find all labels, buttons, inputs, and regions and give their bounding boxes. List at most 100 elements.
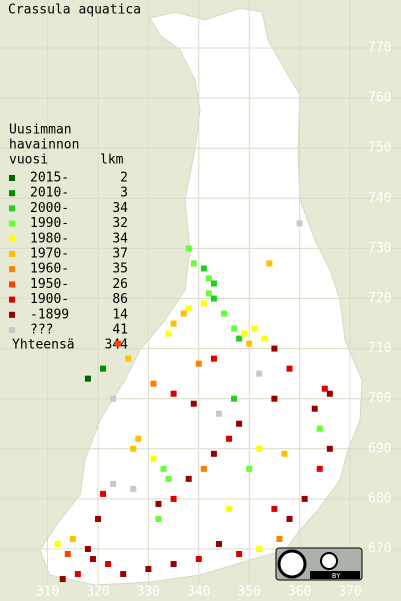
legend-count: 32 <box>112 216 128 231</box>
legend-label: 1980- <box>30 231 69 246</box>
x-tick-label: 370 <box>338 585 361 600</box>
y-tick-label: 690 <box>368 441 391 456</box>
observation-square <box>226 435 233 442</box>
legend-count-heading: lkm <box>100 153 124 168</box>
observation-square <box>84 546 91 552</box>
observation-square <box>236 551 243 558</box>
legend-heading: havainnon <box>9 138 79 153</box>
legend-swatch <box>9 175 15 181</box>
observation-square <box>251 325 258 332</box>
observation-square <box>59 576 66 583</box>
legend-swatch <box>9 220 15 227</box>
observation-square <box>195 360 202 367</box>
observation-square <box>236 420 243 427</box>
observation-square <box>200 465 207 472</box>
legend-swatch <box>9 205 15 212</box>
legend-swatch <box>9 296 15 303</box>
observation-square <box>100 365 107 372</box>
license-badge: BY <box>275 547 363 581</box>
legend-label: 2000- <box>30 201 69 216</box>
legend-swatch <box>9 190 15 197</box>
observation-square <box>105 561 112 568</box>
legend-label: 2010- <box>30 186 69 201</box>
observation-square <box>170 320 177 327</box>
legend-swatch <box>9 311 15 318</box>
observation-square <box>316 425 323 432</box>
observation-square <box>271 345 278 352</box>
legend-count: 86 <box>112 292 128 307</box>
by-icon <box>320 552 338 570</box>
observation-square <box>190 260 197 267</box>
badge-strip <box>310 571 360 579</box>
y-tick-label: 740 <box>368 191 391 206</box>
observation-square <box>256 370 263 377</box>
observation-square <box>261 335 268 342</box>
observation-square <box>215 410 222 417</box>
y-tick-label: 710 <box>368 341 391 356</box>
observation-square <box>170 495 177 502</box>
observation-square <box>89 556 96 563</box>
observation-square <box>84 375 91 382</box>
observation-square <box>231 395 238 402</box>
legend-heading: Uusimman <box>9 123 72 138</box>
observation-square <box>195 556 202 563</box>
observation-square <box>326 390 333 397</box>
legend-heading: vuosi <box>9 153 48 168</box>
observation-square <box>231 325 238 332</box>
observation-square <box>271 505 278 512</box>
observation-square <box>200 300 207 307</box>
observation-square <box>200 265 207 272</box>
observation-square <box>210 450 217 457</box>
observation-square <box>301 495 308 502</box>
y-tick-label: 720 <box>368 291 391 306</box>
observation-square <box>321 385 328 392</box>
observation-square <box>246 465 253 472</box>
legend-count: 41 <box>112 323 128 338</box>
observation-square <box>165 330 172 337</box>
legend-swatch <box>9 327 15 333</box>
observation-square <box>190 400 197 407</box>
observation-square <box>326 445 333 452</box>
observation-square <box>54 540 61 547</box>
observation-square <box>221 310 227 317</box>
observation-square <box>286 365 293 372</box>
legend-label: 1950- <box>30 277 69 292</box>
badge-label: BY <box>332 572 341 580</box>
observation-square <box>74 571 81 578</box>
legend-count: 14 <box>112 307 128 322</box>
observation-square <box>205 290 212 297</box>
observation-square <box>110 395 117 402</box>
observation-square <box>170 561 177 568</box>
observation-square <box>165 475 172 482</box>
y-tick-label: 680 <box>368 491 391 506</box>
observation-square <box>160 465 167 472</box>
observation-square <box>110 480 117 487</box>
observation-square <box>150 455 157 462</box>
legend-swatch <box>9 251 15 257</box>
observation-square <box>236 335 243 342</box>
observation-square <box>100 490 107 497</box>
legend-count: 2 <box>120 171 128 186</box>
observation-square <box>95 515 101 522</box>
legend-count: 3 <box>120 186 128 201</box>
y-tick-label: 760 <box>368 91 391 106</box>
y-tick-label: 750 <box>368 141 391 156</box>
x-tick-label: 320 <box>86 585 109 600</box>
observation-square <box>210 295 217 302</box>
legend-total-label: Yhteensä <box>12 338 75 353</box>
legend-swatch <box>9 281 15 288</box>
y-tick-label: 700 <box>368 391 391 406</box>
legend-label: 1900- <box>30 292 69 307</box>
observation-square <box>69 535 76 542</box>
observation-square <box>185 305 192 312</box>
y-tick-label: 770 <box>368 41 391 56</box>
observation-square <box>210 280 217 287</box>
observation-square <box>145 566 152 573</box>
observation-square <box>120 571 127 578</box>
legend-swatch <box>9 266 15 273</box>
y-tick-label: 670 <box>368 542 391 557</box>
observation-square <box>271 395 278 402</box>
legend-count: 34 <box>112 231 128 246</box>
observation-square <box>276 535 283 542</box>
